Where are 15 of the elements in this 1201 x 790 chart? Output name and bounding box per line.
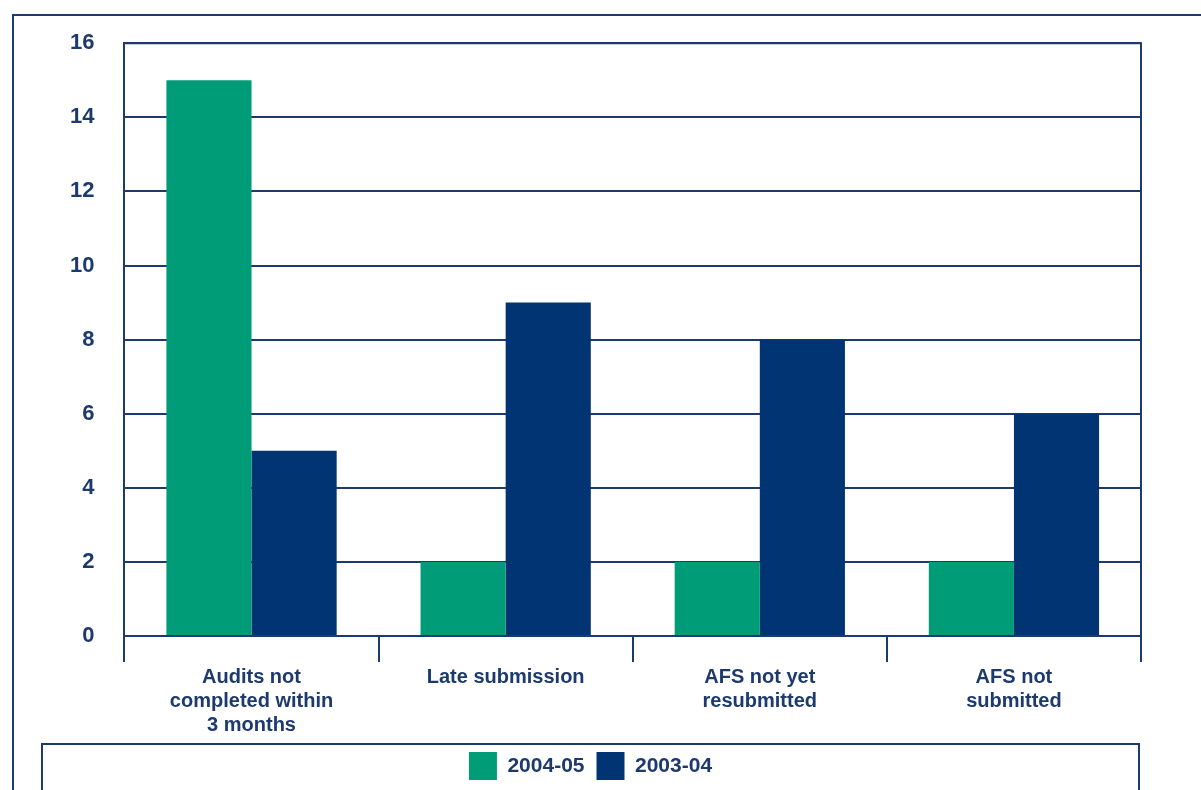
y-tick-label: 14 xyxy=(69,103,96,129)
y-tick-label: 4 xyxy=(82,473,96,499)
x-tick-label: Audits not completed within 3 months xyxy=(169,664,334,735)
y-tick-label: 12 xyxy=(69,177,95,203)
y-tick-label: 6 xyxy=(82,399,95,425)
x-tick-label: Late submission xyxy=(426,664,585,687)
y-tick-label: 0 xyxy=(82,622,95,648)
y-tick-label: 10 xyxy=(69,251,95,277)
x-tick-label: AFS not yet resubmitted xyxy=(702,664,818,711)
legend-label: 2004-05 xyxy=(507,752,585,776)
legend-label: 2003-04 xyxy=(635,752,713,776)
y-tick-label: 2 xyxy=(82,547,95,573)
y-tick-label: 8 xyxy=(82,325,95,351)
x-tick-label: AFS not submitted xyxy=(966,664,1062,711)
y-tick-label: 16 xyxy=(69,29,95,55)
